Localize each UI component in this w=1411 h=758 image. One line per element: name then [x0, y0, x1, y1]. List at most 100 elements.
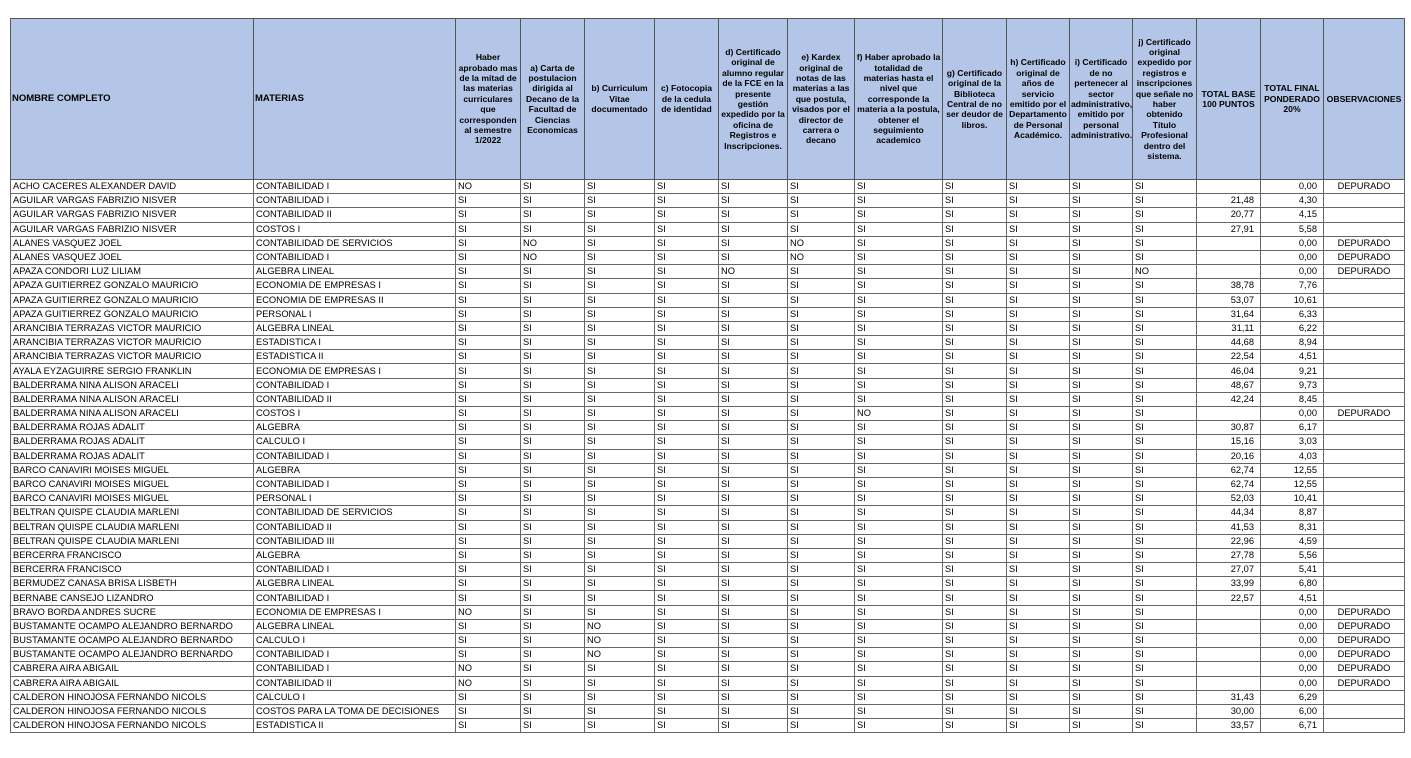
observation-cell: [1323, 221, 1405, 237]
requirement-cell: SI: [942, 675, 1007, 691]
requirement-cell: SI: [455, 547, 521, 564]
requirement-cell: SI: [654, 377, 719, 393]
requirement-cell: SI: [654, 420, 719, 436]
requirement-cell: SI: [520, 604, 585, 620]
requirement-cell: SI: [584, 661, 655, 677]
requirement-cell: SI: [1069, 604, 1133, 620]
requirement-cell: NO: [584, 647, 655, 663]
requirement-cell: SI: [718, 306, 788, 322]
observation-cell: [1323, 576, 1405, 592]
requirement-cell: SI: [584, 335, 655, 351]
score-cell: 0,00: [1260, 405, 1324, 422]
requirement-cell: SI: [1132, 405, 1197, 422]
requirement-cell: SI: [1006, 292, 1070, 308]
requirement-cell: SI: [520, 292, 585, 308]
score-cell: 0,00: [1260, 178, 1324, 195]
requirement-cell: SI: [787, 618, 855, 635]
score-cell: 48,67: [1196, 377, 1261, 393]
score-cell: 7,76: [1260, 278, 1324, 294]
requirement-cell: SI: [854, 349, 943, 365]
score-cell: 6,17: [1260, 420, 1324, 436]
requirement-cell: SI: [718, 420, 788, 436]
table-row: ARANCIBIA TERRAZAS VICTOR MAURICIO ESTADI…: [10, 335, 1405, 351]
requirement-cell: SI: [718, 349, 788, 365]
requirement-cell: SI: [520, 718, 585, 734]
requirement-cell: SI: [718, 363, 788, 379]
requirement-cell: SI: [854, 235, 943, 251]
requirement-cell: SI: [654, 363, 719, 379]
observation-cell: [1323, 363, 1405, 379]
requirement-cell: SI: [787, 590, 855, 606]
score-cell: 10,61: [1260, 292, 1324, 308]
table-row: BALDERRAMA ROJAS ADALIT CONTABILIDAD I SI S…: [10, 448, 1405, 464]
requirement-cell: SI: [1006, 718, 1070, 734]
requirement-cell: SI: [584, 292, 655, 308]
column-header: c) Fotocopia de la cedula de identidad: [654, 18, 719, 180]
name-cell: AYALA EYZAGUIRRE SERGIO FRANKLIN: [10, 363, 254, 379]
requirement-cell: SI: [584, 264, 655, 280]
requirement-cell: SI: [718, 476, 788, 493]
requirement-cell: SI: [584, 590, 655, 606]
score-cell: [1196, 235, 1261, 251]
subject-cell: ESTADISTICA II: [253, 718, 456, 734]
requirement-cell: SI: [584, 562, 655, 578]
requirement-cell: SI: [942, 632, 1007, 649]
subject-cell: CONTABILIDAD II: [253, 207, 456, 223]
requirement-cell: SI: [942, 434, 1007, 450]
name-cell: APAZA CONDORI LUZ LILIAM: [10, 264, 254, 280]
table-row: BUSTAMANTE OCAMPO ALEJANDRO BERNARDO CALC…: [10, 632, 1405, 649]
table-row: BELTRAN QUISPE CLAUDIA MARLENI CONTABILID…: [10, 533, 1405, 549]
table-row: ACHO CACERES ALEXANDER DAVID CONTABILIDAD…: [10, 178, 1405, 195]
requirement-cell: SI: [654, 618, 719, 635]
table-row: BERCERRA FRANCISCO ALGEBRA SI SI SI SI SI SI SI S…: [10, 547, 1405, 564]
requirement-cell: SI: [1006, 405, 1070, 422]
table-row: BALDERRAMA NINA ALISON ARACELI CONTABILID…: [10, 377, 1405, 393]
requirement-cell: SI: [520, 491, 585, 507]
requirement-cell: SI: [455, 703, 521, 720]
requirement-cell: SI: [942, 278, 1007, 294]
requirement-cell: SI: [520, 547, 585, 564]
requirement-cell: SI: [787, 476, 855, 493]
requirement-cell: SI: [455, 590, 521, 606]
requirement-cell: SI: [942, 533, 1007, 549]
requirement-cell: NO: [520, 249, 585, 266]
name-cell: ALANES VASQUEZ JOEL: [10, 235, 254, 251]
name-cell: BALDERRAMA ROJAS ADALIT: [10, 448, 254, 464]
observation-cell: [1323, 703, 1405, 720]
requirement-cell: SI: [1069, 618, 1133, 635]
table-row: CALDERON HINOJOSA FERNANDO NICOLS COSTOS …: [10, 703, 1405, 720]
subject-cell: CONTABILIDAD I: [253, 448, 456, 464]
requirement-cell: NO: [787, 249, 855, 266]
requirement-cell: SI: [654, 405, 719, 422]
requirement-cell: SI: [520, 391, 585, 408]
requirement-cell: SI: [654, 207, 719, 223]
requirement-cell: SI: [520, 618, 585, 635]
requirement-cell: SI: [1132, 178, 1197, 195]
requirement-cell: SI: [455, 363, 521, 379]
requirement-cell: SI: [1132, 391, 1197, 408]
requirement-cell: SI: [520, 434, 585, 450]
requirement-cell: SI: [654, 547, 719, 564]
requirements-table: NOMBRE COMPLETO MATERIAS Haber aprobado ma…: [10, 18, 1405, 734]
requirement-cell: SI: [1132, 292, 1197, 308]
requirement-cell: SI: [1132, 519, 1197, 535]
observation-cell: DEPURADO: [1323, 604, 1405, 620]
table-row: APAZA GUITIERREZ GONZALO MAURICIO ECONOMI…: [10, 278, 1405, 294]
score-cell: 30,87: [1196, 420, 1261, 436]
score-cell: [1196, 604, 1261, 620]
requirement-cell: SI: [942, 420, 1007, 436]
requirement-cell: SI: [654, 533, 719, 549]
requirement-cell: SI: [520, 462, 585, 478]
requirement-cell: SI: [584, 306, 655, 322]
requirement-cell: SI: [654, 235, 719, 251]
score-cell: 46,04: [1196, 363, 1261, 379]
subject-cell: CONTABILIDAD DE SERVICIOS: [253, 235, 456, 251]
table-row: BERMUDEZ CANASA BRISA LISBETH ALGEBRA LIN…: [10, 576, 1405, 592]
requirement-cell: SI: [718, 235, 788, 251]
requirement-cell: SI: [1069, 675, 1133, 691]
requirement-cell: SI: [787, 335, 855, 351]
requirement-cell: SI: [1069, 505, 1133, 521]
name-cell: ACHO CACERES ALEXANDER DAVID: [10, 178, 254, 195]
requirement-cell: SI: [455, 306, 521, 322]
